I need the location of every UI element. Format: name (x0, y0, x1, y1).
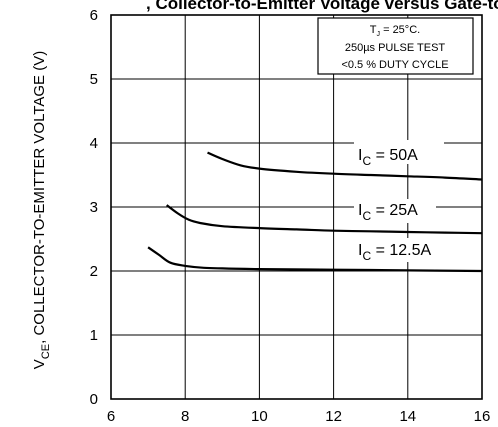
y-axis-title-symbol: V (31, 359, 48, 369)
x-tick-label-8: 8 (181, 408, 189, 425)
x-tick-label-10: 10 (251, 408, 268, 425)
y-tick-label-4: 4 (90, 135, 98, 152)
y-tick-label-1: 1 (90, 327, 98, 344)
y-axis-title: VCE, COLLECTOR-TO-EMITTER VOLTAGE (V) (31, 51, 52, 369)
y-axis-title-subscript: CE (40, 344, 52, 359)
plot-frame (110, 14, 483, 400)
series-line-2 (147, 246, 483, 273)
chart-title: , Collector-to-Emitter Voltage versus Ga… (146, 0, 498, 13)
curve-label-50a: IC = 50A (354, 140, 444, 168)
x-tick-label-14: 14 (399, 408, 416, 425)
x-tick-label-12: 12 (325, 408, 342, 425)
curves (147, 151, 483, 273)
svg-text:IC = 50A: IC = 50A (358, 147, 418, 168)
svg-text:IC = 25A: IC = 25A (358, 202, 418, 223)
test-conditions-box: TJ = 25°C. 250µs PULSE TEST <0.5 % DUTY … (317, 17, 474, 75)
grid (111, 15, 482, 399)
y-axis-title-text: , COLLECTOR-TO-EMITTER VOLTAGE (V) (31, 51, 48, 344)
y-tick-labels: 0 1 2 3 4 5 6 (90, 7, 98, 408)
x-tick-label-16: 16 (474, 408, 491, 425)
x-tick-labels: 6 8 10 12 14 16 (107, 408, 491, 425)
curve-label-25a: IC = 25A (354, 199, 436, 223)
series-line-1 (166, 204, 483, 235)
duty-cycle-label: <0.5 % DUTY CYCLE (341, 59, 448, 71)
svg-text:IC = 12.5A: IC = 12.5A (358, 242, 432, 263)
y-tick-label-3: 3 (90, 199, 98, 216)
y-tick-label-6: 6 (90, 7, 98, 24)
junction-temperature-label: TJ = 25°C. (370, 24, 420, 38)
x-tick-label-6: 6 (107, 408, 115, 425)
curve-label-12-5a: IC = 12.5A (354, 238, 454, 263)
y-tick-label-5: 5 (90, 71, 98, 88)
y-tick-label-0: 0 (90, 391, 98, 408)
y-tick-label-2: 2 (90, 263, 98, 280)
series-line-0 (207, 151, 483, 181)
pulse-test-label: 250µs PULSE TEST (345, 42, 446, 54)
